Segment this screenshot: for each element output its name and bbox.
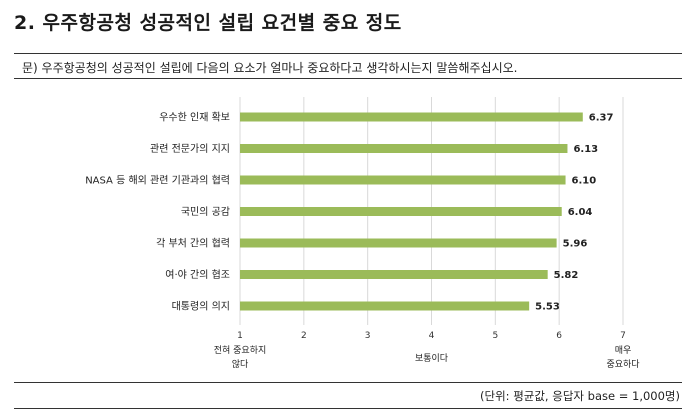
scale-anchor-label: 중요하다 — [606, 359, 640, 370]
x-tick-label: 6 — [556, 331, 562, 341]
category-label: 각 부처 간의 협력 — [156, 237, 230, 250]
footer-rule-top — [14, 382, 682, 383]
bar-5 — [240, 238, 557, 248]
x-tick-label: 3 — [365, 331, 371, 341]
scale-anchor-label: 전혀 중요하지 — [214, 345, 267, 356]
bar-3 — [240, 175, 566, 185]
bar-7 — [240, 301, 530, 311]
value-label: 5.82 — [554, 270, 579, 281]
bar-1 — [240, 112, 583, 122]
value-label: 6.10 — [572, 176, 597, 187]
category-label: 대통령의 의지 — [172, 301, 230, 313]
bar-4 — [240, 207, 562, 216]
category-label: 여·야 간의 협조 — [165, 268, 230, 281]
question-text: 문) 우주항공청의 성공적인 설립에 다음의 요소가 얼마나 중요하다고 생각하… — [22, 61, 518, 75]
x-tick-label: 7 — [620, 331, 626, 341]
x-tick-label: 5 — [492, 331, 498, 341]
category-label: NASA 등 해외 관련 기관과의 협력 — [85, 174, 230, 187]
value-label: 5.53 — [535, 302, 560, 313]
section-title: 2. 우주항공청 성공적인 설립 요건별 중요 정도 — [14, 12, 402, 34]
footer-rule-bottom — [14, 408, 682, 409]
x-tick-label: 4 — [429, 331, 435, 341]
value-label: 6.13 — [573, 144, 598, 155]
category-label: 우수한 인재 확보 — [159, 112, 230, 124]
value-label: 6.37 — [589, 113, 614, 124]
value-label: 6.04 — [568, 207, 593, 218]
question-box: 문) 우주항공청의 성공적인 설립에 다음의 요소가 얼마나 중요하다고 생각하… — [14, 53, 682, 79]
scale-anchor-label: 보통이다 — [415, 353, 449, 364]
bar-6 — [240, 270, 548, 279]
category-label: 국민의 공감 — [181, 206, 230, 218]
category-label: 관련 전문가의 지지 — [150, 143, 230, 155]
scale-anchor-label: 않다 — [232, 359, 249, 370]
value-label: 5.96 — [563, 239, 588, 250]
bar-2 — [240, 144, 568, 153]
x-tick-label: 2 — [301, 331, 307, 341]
x-tick-label: 1 — [237, 331, 243, 341]
scale-anchor-label: 매우 — [615, 345, 632, 356]
unit-footnote: (단위: 평균값, 응답자 base = 1,000명) — [480, 389, 680, 403]
